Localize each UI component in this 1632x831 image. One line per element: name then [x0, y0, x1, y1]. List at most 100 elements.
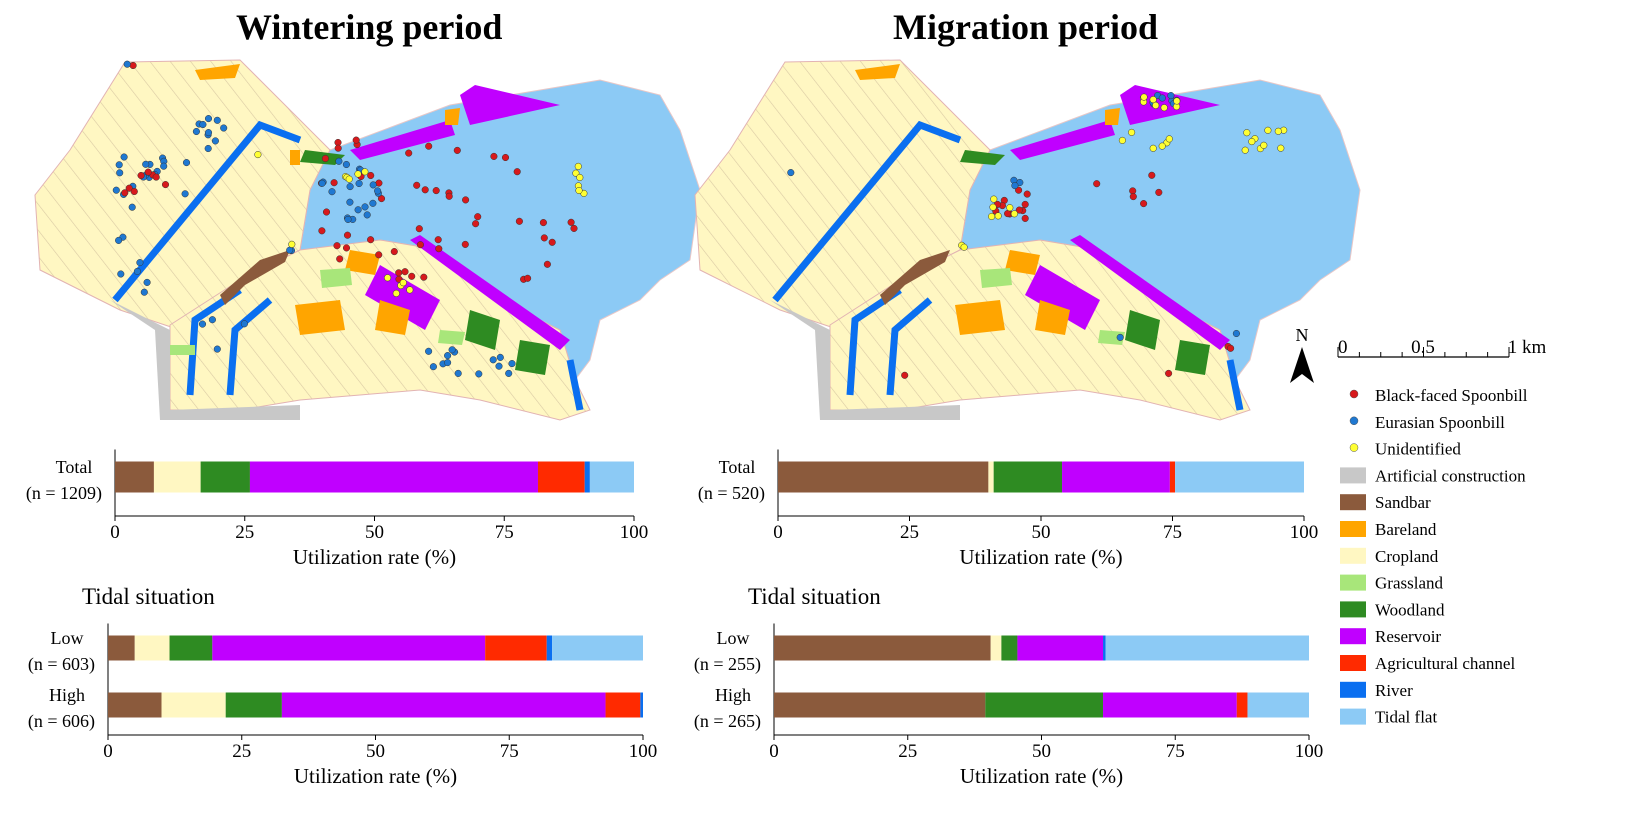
- map-point: [112, 186, 120, 194]
- x-tick-label: 50: [1032, 741, 1051, 762]
- x-tick-label: 100: [1295, 741, 1324, 762]
- artificial-construction-area: [110, 300, 300, 420]
- category-n-label: (n = 1209): [26, 483, 102, 504]
- map-point: [444, 352, 452, 360]
- map-point: [143, 278, 151, 286]
- bar-segment-reservoir: [1017, 635, 1104, 661]
- x-tick-label: 75: [1163, 522, 1182, 543]
- bar-segment-reservoir: [249, 461, 538, 493]
- legend-marker-eurasian-spoonbill: [1349, 416, 1359, 426]
- stacked-bar-chart-0: Total (n = 1209) 0 25 50 75 100 Utilization rat…: [26, 449, 649, 569]
- map-point: [474, 213, 482, 221]
- bar-segment-woodland: [1001, 635, 1018, 661]
- utilization-charts: Total (n = 1209) 0 25 50 75 100 Utilization rat…: [26, 449, 1324, 788]
- panel-title-wintering: Wintering period: [236, 7, 503, 47]
- map-point: [117, 270, 125, 278]
- map-point: [213, 116, 221, 124]
- bar-segment-reservoir: [1103, 692, 1237, 718]
- map-point: [137, 171, 145, 180]
- map-point: [432, 187, 440, 195]
- map-point: [136, 259, 144, 267]
- x-tick-label: 50: [365, 522, 384, 543]
- bar-segment-agricultural-channel: [1169, 461, 1176, 493]
- map-point: [994, 212, 1002, 220]
- map-point: [1165, 369, 1173, 377]
- map-point: [361, 203, 369, 211]
- map-point: [395, 269, 403, 277]
- map-point: [361, 168, 369, 176]
- reservoir-area: [460, 85, 560, 125]
- map-point: [128, 203, 136, 211]
- legend-label: Grassland: [1375, 574, 1443, 593]
- category-n-label: (n = 606): [28, 711, 95, 732]
- legend-label: Agricultural channel: [1375, 654, 1515, 673]
- map-point: [369, 181, 377, 189]
- map-point: [1140, 93, 1148, 101]
- grassland-area: [980, 268, 1125, 345]
- map-point: [355, 179, 363, 188]
- map-point: [129, 61, 137, 70]
- map-point: [990, 195, 998, 203]
- map-point: [462, 196, 470, 204]
- river-channel: [772, 120, 1244, 411]
- map-point: [425, 347, 433, 355]
- bar-segment-reservoir: [281, 692, 606, 718]
- map-point: [1264, 126, 1272, 134]
- map-points-wintering: [112, 60, 588, 378]
- x-tick-label: 100: [620, 522, 649, 543]
- map-point: [1165, 135, 1173, 143]
- scale-bar-label: 1 km: [1508, 337, 1547, 358]
- x-tick-label: 100: [1290, 522, 1319, 543]
- bar-segment-agricultural-channel: [605, 692, 641, 718]
- map-point: [1241, 146, 1249, 154]
- map-point: [125, 184, 133, 192]
- bar-segment-woodland: [169, 635, 213, 661]
- map-point: [524, 274, 532, 282]
- map-point: [401, 268, 409, 276]
- map-point: [199, 120, 207, 129]
- map-point: [345, 175, 353, 183]
- sandbar-area: [880, 250, 950, 305]
- bar-segment-tidal-flat: [1247, 692, 1309, 718]
- map-point: [384, 274, 392, 282]
- map-point: [574, 162, 582, 170]
- x-tick-label: 25: [235, 522, 254, 543]
- map-point: [1006, 204, 1014, 212]
- x-tick-label: 50: [1032, 522, 1051, 543]
- bar-segment-river: [584, 461, 590, 493]
- map-point: [415, 225, 423, 233]
- map-point: [343, 231, 352, 239]
- category-n-label: (n = 603): [28, 654, 95, 675]
- map-point: [1173, 97, 1181, 105]
- map-point: [115, 236, 123, 244]
- map-point: [286, 246, 294, 254]
- legend-swatch-artificial-construction: [1340, 467, 1366, 484]
- map-point: [181, 190, 189, 198]
- bar-segment-sandbar: [774, 635, 991, 661]
- map-point: [1148, 171, 1156, 179]
- bar-segment-agricultural-channel: [1236, 692, 1248, 718]
- map-point: [1167, 92, 1175, 100]
- category-label: Total: [56, 457, 93, 477]
- map-point: [330, 179, 338, 187]
- map-point: [377, 195, 386, 203]
- north-label: N: [1296, 325, 1309, 345]
- woodland-area: [300, 150, 550, 375]
- map-point: [333, 242, 341, 250]
- map-point: [1021, 200, 1029, 208]
- category-n-label: (n = 265): [694, 711, 761, 732]
- reservoir-area: [1070, 235, 1230, 350]
- north-arrow-icon: [1290, 347, 1314, 383]
- map-point: [354, 170, 362, 178]
- map-point: [336, 255, 344, 263]
- legend-marker-black-faced-spoonbill: [1349, 389, 1359, 399]
- stacked-bar-chart-2: Tidal situation Low (n = 603) High (n = 606)…: [28, 584, 657, 788]
- map-point: [453, 146, 461, 154]
- bar-segment-reservoir: [212, 635, 486, 661]
- legend-label: Bareland: [1375, 520, 1437, 539]
- bar-segment-tidal-flat: [1105, 635, 1309, 661]
- map-point: [399, 279, 407, 287]
- map-point: [505, 369, 513, 377]
- legend-label: Tidal flat: [1375, 708, 1437, 727]
